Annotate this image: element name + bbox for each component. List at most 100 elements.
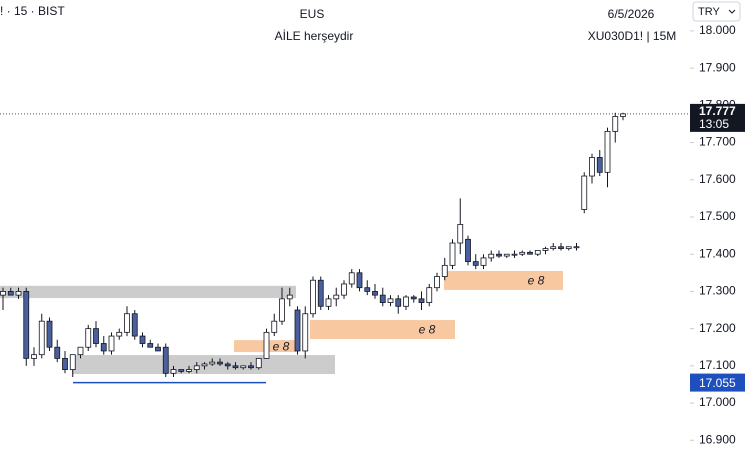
y-tick-label: 17.100 [699,358,736,372]
candle-body [379,294,386,303]
candle-body [131,313,138,337]
candle-body [178,369,185,372]
candle-body [302,313,309,352]
y-tick-label: 17.400 [699,246,736,260]
candle-body [488,253,495,259]
candle-body [480,257,487,266]
y-tick-label: 17.900 [699,60,736,74]
candle-body [519,251,526,255]
candle-body [93,328,99,344]
dropdown-arrow[interactable] [728,9,736,14]
candle-body [271,320,278,333]
candle-body [317,279,324,307]
candle-body [550,246,557,250]
candle-body [387,298,394,303]
y-tick-label: 17.000 [699,395,736,409]
candle-body [263,331,270,359]
y-tick-label: 17.200 [699,321,736,335]
candle-body [565,246,572,250]
candle-body [434,276,440,289]
candle-body [147,343,154,348]
level-badge [690,373,745,392]
candle-body [604,130,611,173]
candle-body [581,175,588,210]
candle-body [7,291,14,296]
y-tick-label: 17.700 [699,135,736,149]
candle-body [441,264,448,277]
last-price-badge [690,103,745,132]
candle-body [248,365,254,369]
candle-body [364,287,371,292]
candle-body [310,279,316,315]
candle-body [31,354,37,359]
y-tick-label: 17.600 [699,172,736,186]
level-label: 17.055 [699,376,736,390]
candle-body [589,157,595,177]
candle-body [170,369,177,374]
candle-body [511,253,518,256]
candle-body [457,224,464,244]
ticker: XU030D1! | 15M [588,29,677,43]
candle-body [279,298,285,322]
candle-body [15,291,22,296]
date: 6/5/2026 [608,7,655,21]
candle-body [186,369,192,372]
candle-body [612,116,619,132]
candle-body [224,363,231,367]
candle-body [503,253,510,257]
candle-body [348,272,355,285]
candle-body [286,294,293,300]
candle-body [255,357,262,369]
currency[interactable]: TRY [698,6,720,18]
last-price-time: 13:05 [699,117,729,131]
candle-body [620,113,626,117]
candle-body [100,343,107,352]
candle-body [496,253,502,257]
zone [444,270,563,290]
candle-body [201,363,208,367]
candle-body [596,157,603,173]
candle-body [542,248,549,251]
candle-body [155,346,161,352]
candle-body [124,313,130,333]
candle-body [356,272,363,289]
candle-body [209,361,216,365]
candle-body [62,357,68,370]
candle-body [0,291,6,296]
candle-body [325,298,332,307]
candle-body [534,250,541,255]
candle-body [573,246,580,249]
candle-body [472,261,479,266]
symbol: ! · 15 · BIST [0,4,65,18]
candle-body [162,346,169,374]
candle-body [54,346,61,359]
candle-body [426,287,433,303]
currency-select[interactable] [692,1,741,22]
y-tick-label: 17.300 [699,284,736,298]
candle-body [193,365,200,370]
candle-body [341,283,347,296]
candle-body [23,291,30,359]
candle-body [294,309,301,352]
candle-body [108,335,115,352]
candle-body [46,320,53,348]
candle-body [558,246,564,250]
candle-body [372,291,378,296]
candle-body [240,365,247,369]
y-tick-label: 16.900 [699,432,736,446]
candle-body [77,346,84,356]
candle-body [403,296,409,307]
candle-body [85,328,92,348]
candle-body [395,298,402,307]
candle-body [116,331,123,337]
candle-body [418,298,425,303]
zone-label: e 8 [419,323,436,337]
candle-body [217,361,223,365]
candle-body [449,242,456,266]
candle-body [139,335,146,344]
chart-title: EUS [300,7,325,21]
zone [310,320,455,340]
candle-body [527,251,533,255]
subtitle: AİLE herşeydir [275,29,354,43]
